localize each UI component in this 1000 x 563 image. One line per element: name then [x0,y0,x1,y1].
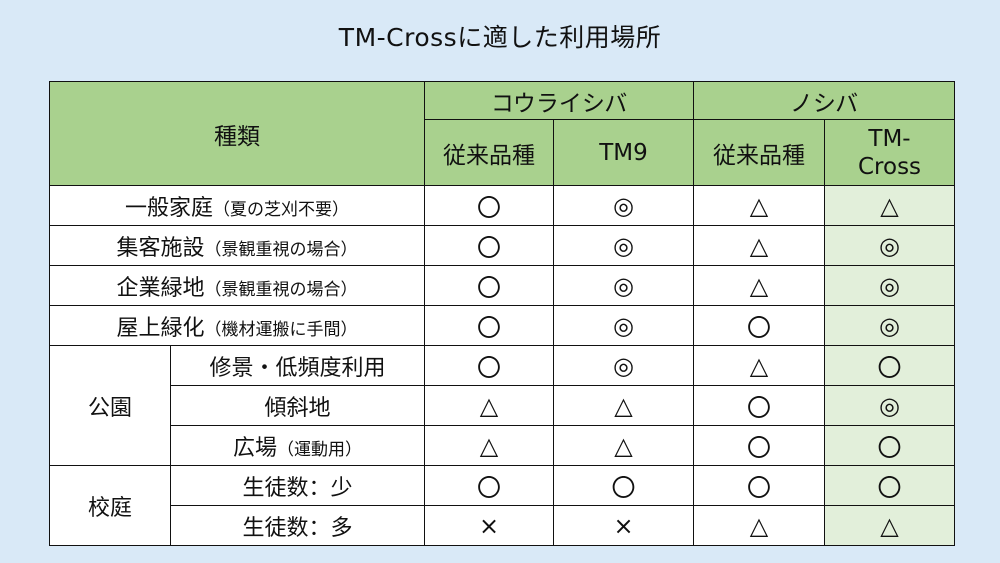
row-label: 傾斜地 [170,385,425,426]
row-label: 修景・低頻度利用 [170,345,425,386]
cell-korai-conventional: △ [424,385,554,426]
row-label-main: 一般家庭 [124,195,213,221]
cell-korai-conventional: × [424,505,554,546]
row-label-main: 生徒数：多 [242,515,353,541]
row-label: 生徒数：少 [170,465,425,506]
table-row: 屋上緑化（機材運搬に手間） 〇 ◎ 〇 ◎ [49,305,956,346]
row-label: 集客施設（景観重視の場合） [49,225,425,266]
row-label: 広場（運動用） [170,425,425,466]
cell-tmcross: 〇 [824,425,956,466]
row-label-note: （運動用） [277,439,362,460]
table-row: 校庭 生徒数：少 〇 〇 〇 〇 [49,465,956,546]
cell-noshiba-conventional: 〇 [693,425,826,466]
cell-tmcross: 〇 [824,345,956,386]
header-tmcross-line2: Cross [857,153,922,180]
cell-noshiba-conventional: △ [693,505,826,546]
cell-tmcross: △ [824,505,956,546]
header-group-noshiba: ノシバ [693,81,956,120]
cell-noshiba-conventional: 〇 [693,305,826,346]
header-tmcross: TM- Cross [824,119,956,186]
cell-noshiba-conventional: △ [693,265,826,306]
page-title: TM-Crossに適した利用場所 [338,23,662,52]
row-label: 屋上緑化（機材運搬に手間） [49,305,425,346]
header-group-korai: コウライシバ [423,81,695,120]
row-label-note: （景観重視の場合） [204,279,358,300]
cell-tmcross: ◎ [824,305,956,346]
header-category: 種類 [49,81,425,186]
cell-tm9: × [552,505,695,546]
cell-tm9: ◎ [552,225,695,266]
cell-noshiba-conventional: 〇 [693,385,826,426]
table-row: 集客施設（景観重視の場合） 〇 ◎ △ ◎ [49,225,956,266]
cell-tmcross: △ [824,185,956,226]
cell-tmcross: 〇 [824,465,956,506]
cell-korai-conventional: 〇 [424,465,554,506]
row-label-note: （機材運搬に手間） [204,319,358,340]
cell-noshiba-conventional: △ [693,225,826,266]
cell-korai-conventional: 〇 [424,185,554,226]
table-row: 傾斜地 △ △ 〇 ◎ [50,385,956,426]
cell-tm9: △ [552,385,695,426]
cell-korai-conventional: 〇 [424,305,554,346]
cell-noshiba-conventional: △ [693,345,826,386]
row-label-main: 屋上緑化 [116,315,205,341]
table-row: 企業緑地（景観重視の場合） 〇 ◎ △ ◎ [49,265,956,306]
table-row: 一般家庭（夏の芝刈不要） 〇 ◎ △ △ [49,185,956,226]
row-label: 生徒数：多 [170,505,425,546]
cell-tm9: ◎ [552,305,695,346]
cell-tm9: ◎ [552,345,695,386]
row-label-main: 修景・低頻度利用 [209,355,386,381]
cell-noshiba-conventional: 〇 [693,465,826,506]
header-tm9: TM9 [552,119,695,186]
row-label-main: 集客施設 [116,235,205,261]
row-label: 企業緑地（景観重視の場合） [49,265,425,306]
group-label-school: 校庭 [49,465,171,546]
cell-noshiba-conventional: △ [693,185,826,226]
header-tmcross-line1: TM- [868,125,911,152]
suitability-table: 種類 コウライシバ ノシバ 従来品種 TM9 従来品種 TM- Cross 一般… [49,81,956,546]
cell-korai-conventional: 〇 [424,345,554,386]
cell-korai-conventional: 〇 [424,265,554,306]
cell-tm9: ◎ [552,265,695,306]
group-label-park: 公園 [49,345,171,466]
row-label-main: 生徒数：少 [242,475,353,501]
table-row: 広場（運動用） △ △ 〇 〇 [50,425,956,466]
cell-tmcross: ◎ [824,265,956,306]
cell-tm9: ◎ [552,185,695,226]
cell-tm9: 〇 [552,465,695,506]
header-noshiba-conventional: 従来品種 [693,119,826,186]
row-label: 一般家庭（夏の芝刈不要） [49,185,425,226]
row-label-main: 企業緑地 [116,275,205,301]
cell-korai-conventional: △ [424,425,554,466]
row-label-note: （夏の芝刈不要） [213,199,349,220]
cell-tmcross: ◎ [824,225,956,266]
cell-tm9: △ [552,425,695,466]
row-label-main: 広場 [232,435,277,461]
cell-tmcross: ◎ [824,385,956,426]
table-row: 公園 修景・低頻度利用 〇 ◎ △ 〇 [49,345,956,466]
row-label-note: （景観重視の場合） [204,239,358,260]
row-label-main: 傾斜地 [264,395,331,421]
table-row: 生徒数：多 × × △ △ [50,505,956,546]
cell-korai-conventional: 〇 [424,225,554,266]
header-korai-conventional: 従来品種 [424,119,554,186]
